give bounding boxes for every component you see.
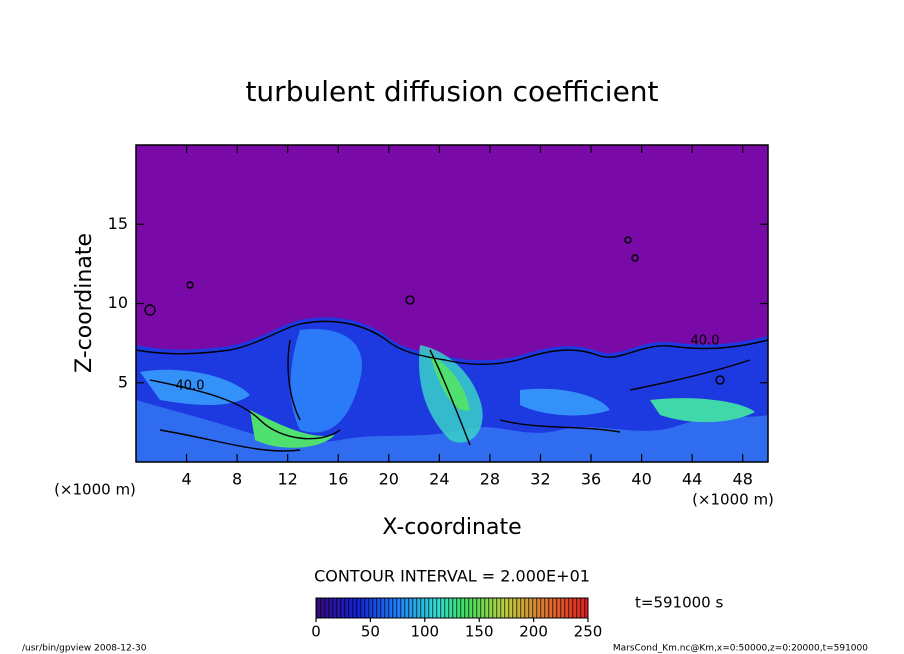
x-units: (×1000 m): [692, 491, 774, 509]
colorbar-tick-label: 150: [465, 623, 494, 641]
footer-right: MarsCond_Km.nc@Km,x=0:50000,z=0:20000,t=…: [613, 644, 868, 654]
x-tick-label: 36: [581, 470, 601, 489]
x-tick-label: 12: [278, 470, 298, 489]
time-label: t=591000 s: [635, 594, 723, 612]
colorbar-tick-label: 100: [410, 623, 439, 641]
colorbar-tick-label: 250: [574, 623, 603, 641]
y-tick-label: 10: [108, 293, 128, 312]
colorbar-tick-label: 50: [361, 623, 380, 641]
x-tick-label: 40: [631, 470, 651, 489]
y-units: (×1000 m): [54, 481, 136, 499]
contour-interval: CONTOUR INTERVAL = 2.000E+01: [314, 567, 590, 586]
x-tick-label: 8: [232, 470, 242, 489]
x-tick-label: 16: [328, 470, 348, 489]
y-tick-label: 15: [108, 214, 128, 233]
chart-title: turbulent diffusion coefficient: [245, 75, 658, 108]
x-tick-label: 28: [480, 470, 500, 489]
colorbar-tick-label: 0: [311, 623, 321, 641]
colorbar-tick-label: 200: [519, 623, 548, 641]
contour-label: 40.0: [176, 379, 205, 394]
x-tick-label: 32: [530, 470, 550, 489]
contour-label: 40.0: [691, 334, 720, 349]
contour-field: [136, 145, 768, 462]
x-tick-label: 48: [733, 470, 753, 489]
x-tick-label: 4: [181, 470, 191, 489]
y-axis-label: Z-coordinate: [72, 233, 97, 373]
x-axis-label: X-coordinate: [382, 515, 521, 540]
footer-left: /usr/bin/gpview 2008-12-30: [22, 644, 147, 654]
x-tick-label: 24: [429, 470, 449, 489]
x-tick-label: 20: [379, 470, 399, 489]
colorbar-frame: [315, 597, 589, 619]
x-tick-label: 44: [682, 470, 702, 489]
y-tick-label: 5: [118, 372, 128, 391]
